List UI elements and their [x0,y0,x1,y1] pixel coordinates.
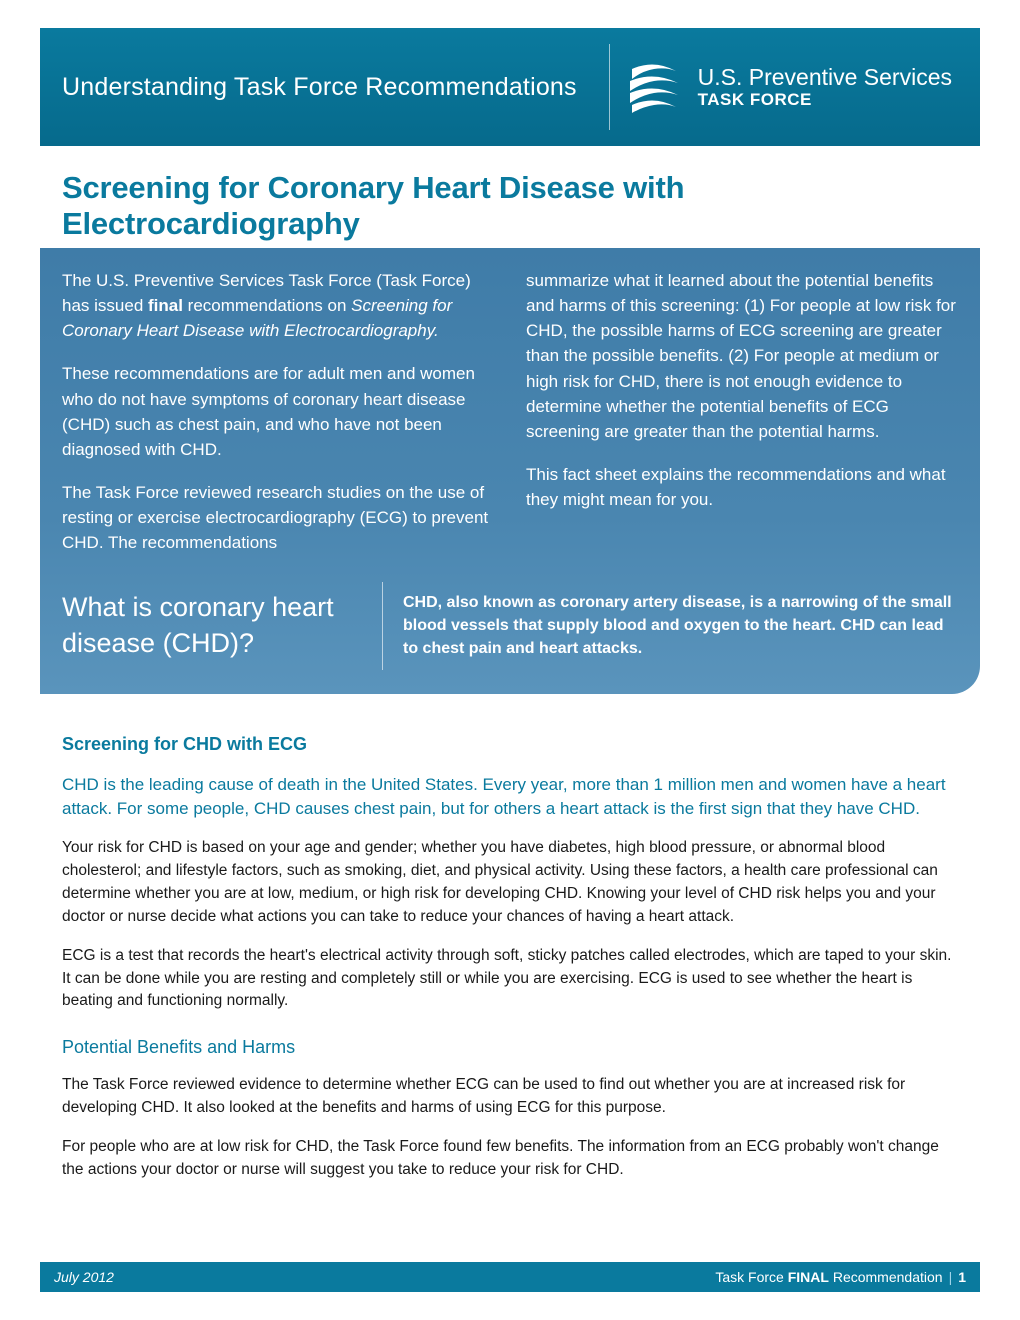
header-divider [609,44,610,130]
header-bar: Understanding Task Force Recommendations… [40,28,980,146]
body-paragraph: For people who are at low risk for CHD, … [62,1136,958,1182]
page-title: Screening for Coronary Heart Disease wit… [62,170,958,242]
intro-col-right: summarize what it learned about the pote… [526,268,958,556]
intro-p2: These recommendations are for adult men … [62,361,494,462]
body-paragraph: The Task Force reviewed evidence to dete… [62,1074,958,1120]
body-paragraph: ECG is a test that records the heart's e… [62,945,958,1014]
whatis-divider [382,582,383,670]
section-heading-benefits: Potential Benefits and Harms [62,1037,958,1058]
footer-separator: | [949,1269,953,1285]
intro-p3: The Task Force reviewed research studies… [62,480,494,555]
logo-line-2: TASK FORCE [698,90,952,110]
text-run: recommendations on [183,296,351,315]
whatis-question: What is coronary heart disease (CHD)? [62,590,362,660]
title-area: Screening for Coronary Heart Disease wit… [40,146,980,248]
footer-date: July 2012 [54,1269,114,1285]
footer-bar: July 2012 Task Force FINAL Recommendatio… [40,1262,980,1292]
intro-box: The U.S. Preventive Services Task Force … [40,248,980,694]
header-logo-block: U.S. Preventive Services TASK FORCE [609,44,952,130]
uspstf-logo-icon [624,57,684,117]
text-run: Recommendation [829,1269,943,1285]
logo-text: U.S. Preventive Services TASK FORCE [698,64,952,110]
body-section: Screening for CHD with ECG CHD is the le… [40,694,980,1320]
whatis-row: What is coronary heart disease (CHD)? CH… [62,582,958,670]
whatis-answer: CHD, also known as coronary artery disea… [403,591,958,661]
section-lead: CHD is the leading cause of death in the… [62,773,958,821]
intro-col-left: The U.S. Preventive Services Task Force … [62,268,494,556]
page: Understanding Task Force Recommendations… [0,0,1020,1320]
text-bold: final [148,296,183,315]
body-paragraph: Your risk for CHD is based on your age a… [62,837,958,929]
footer-right: Task Force FINAL Recommendation | 1 [715,1269,966,1285]
logo-line-1: U.S. Preventive Services [698,64,952,90]
intro-p1: The U.S. Preventive Services Task Force … [62,268,494,343]
text-run: Task Force [715,1269,787,1285]
section-heading-screening: Screening for CHD with ECG [62,734,958,755]
intro-p5: This fact sheet explains the recommendat… [526,462,958,512]
intro-p4: summarize what it learned about the pote… [526,268,958,444]
intro-columns: The U.S. Preventive Services Task Force … [62,268,958,556]
text-bold: FINAL [788,1269,829,1285]
footer-page-number: 1 [958,1269,966,1285]
header-subtitle: Understanding Task Force Recommendations [62,73,577,102]
